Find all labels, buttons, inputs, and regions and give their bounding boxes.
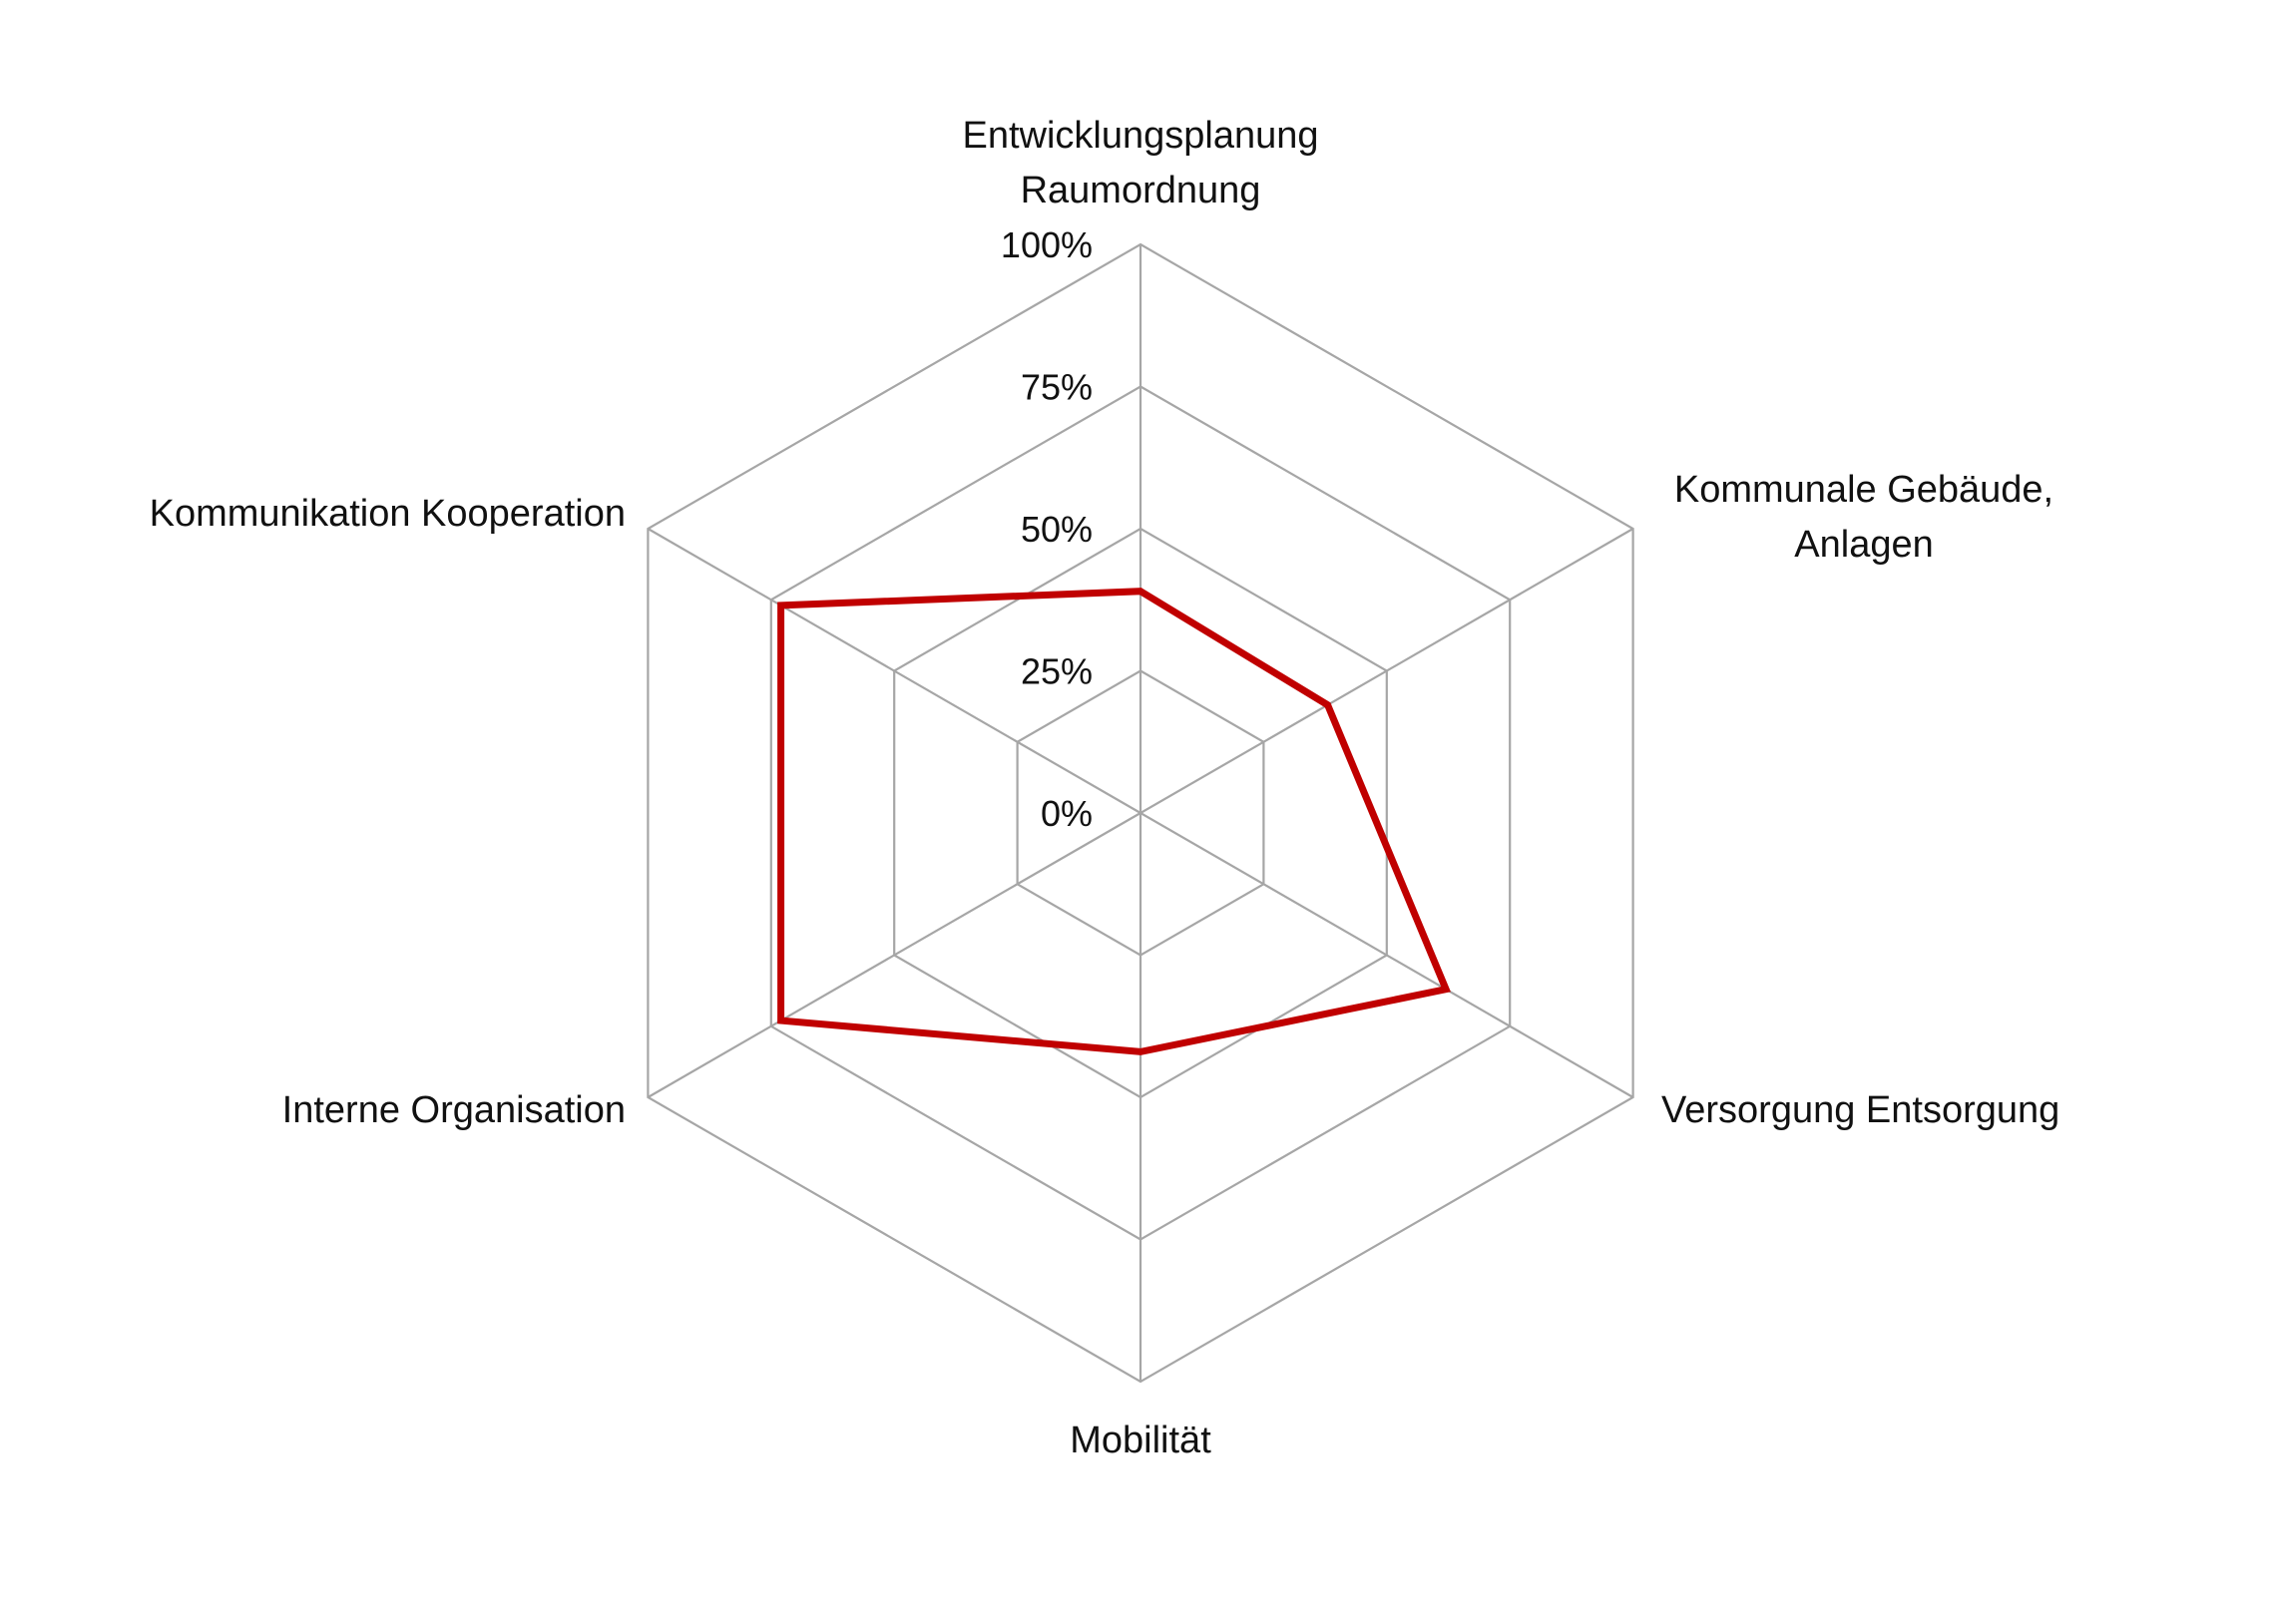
category-label: Interne Organisation: [282, 1089, 626, 1131]
category-label: Versorgung Entsorgung: [1661, 1089, 2059, 1131]
category-label: Entwicklungsplanung: [962, 115, 1318, 157]
category-label: Kommunale Gebäude,: [1674, 469, 2053, 511]
tick-label: 0%: [1041, 793, 1093, 834]
tick-label: 100%: [1001, 224, 1093, 265]
tick-label: 75%: [1021, 367, 1093, 408]
series-layer: [781, 592, 1447, 1052]
tick-label: 25%: [1021, 651, 1093, 692]
tick-label: 50%: [1021, 509, 1093, 550]
category-label: Raumordnung: [1021, 170, 1261, 211]
category-label: Kommunikation Kooperation: [150, 493, 626, 535]
category-label: Mobilität: [1070, 1420, 1211, 1461]
grid-layer: [648, 244, 1632, 1382]
series-line-0: [781, 592, 1447, 1052]
category-label: Anlagen: [1794, 524, 1933, 566]
category-label-layer: Entwicklungsplanung Raumordnung Kommunale …: [150, 115, 2060, 1461]
